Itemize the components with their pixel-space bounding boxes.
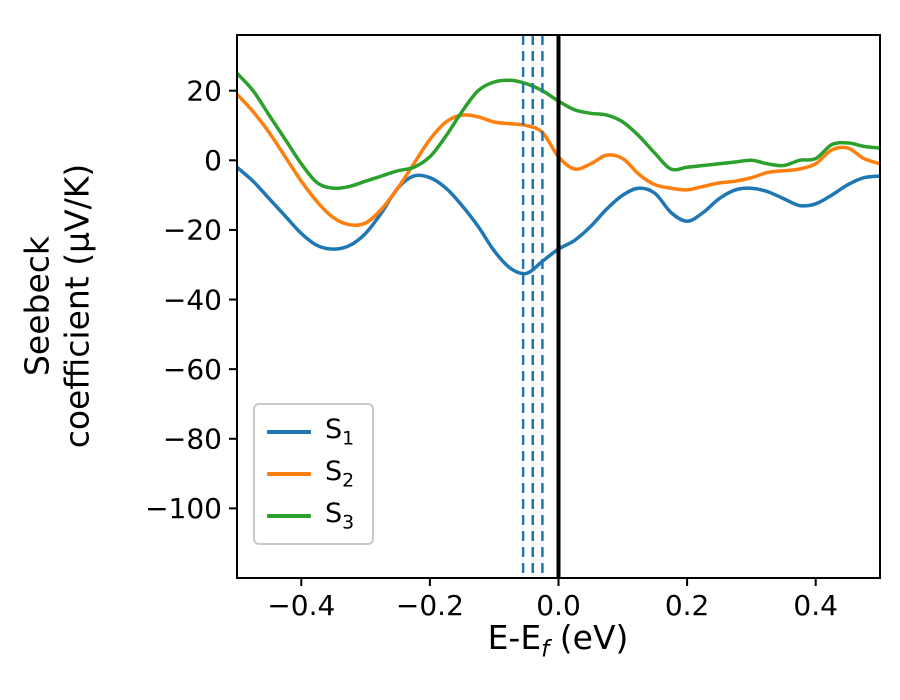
legend-item-s2: S2 — [267, 456, 355, 492]
y-tick-label: 0 — [204, 144, 222, 177]
x-tick-label: 0.0 — [536, 589, 581, 622]
x-tick-label: −0.2 — [396, 589, 464, 622]
x-tick-label: 0.2 — [665, 589, 710, 622]
x-axis-label-prefix: E-E — [487, 618, 542, 657]
legend-label: S3 — [325, 498, 355, 534]
legend: S1 S2 S3 — [253, 403, 375, 545]
legend-item-s3: S3 — [267, 498, 355, 534]
y-tick-label: −20 — [163, 214, 222, 247]
legend-line-sample — [267, 514, 311, 518]
y-tick-label: −100 — [145, 492, 222, 525]
y-tick-label: −40 — [163, 283, 222, 316]
x-axis-label-suffix: (eV) — [549, 618, 629, 657]
y-axis-label-line1: Seebeck — [17, 235, 57, 377]
legend-label: S1 — [325, 414, 355, 450]
x-tick-label: −0.4 — [267, 589, 335, 622]
y-tick-label: 20 — [186, 74, 222, 107]
legend-line-sample — [267, 430, 311, 434]
y-axis-label: Seebeck coefficient (μV/K) — [17, 164, 96, 449]
y-tick-label: −60 — [163, 353, 222, 386]
y-tick-label: −80 — [163, 423, 222, 456]
y-axis-label-line2: coefficient (μV/K) — [57, 163, 96, 449]
x-axis-label-subscript: f — [541, 636, 550, 663]
legend-item-s1: S1 — [267, 414, 355, 450]
legend-label: S2 — [325, 456, 355, 492]
legend-line-sample — [267, 472, 311, 476]
x-axis-label: E-Ef (eV) — [488, 618, 629, 663]
x-tick-label: 0.4 — [793, 589, 838, 622]
